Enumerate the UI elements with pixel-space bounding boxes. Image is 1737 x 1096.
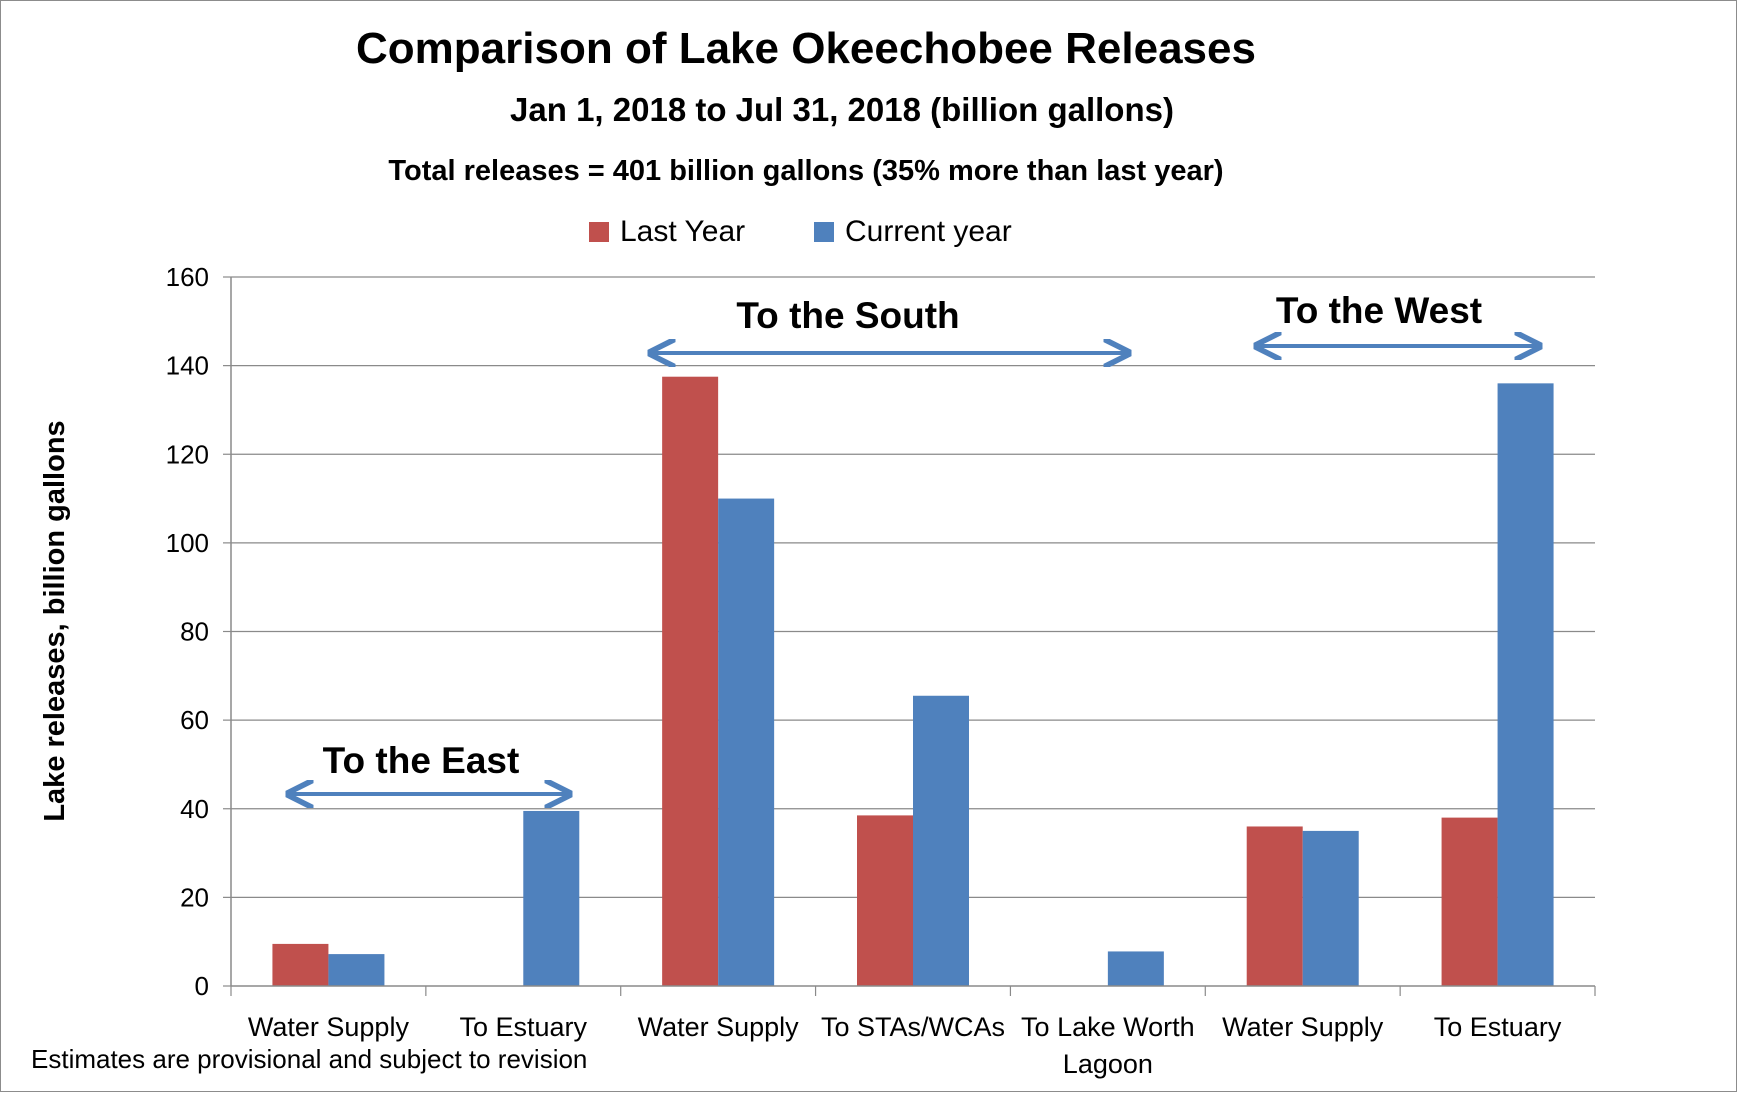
x-tick-label: Water Supply	[1222, 1012, 1384, 1042]
legend-swatch-current-year	[814, 222, 834, 242]
y-tick-label: 160	[166, 262, 209, 292]
legend: Last Year Current year	[589, 215, 1012, 248]
group-label: To the East	[323, 740, 520, 781]
legend-label-current-year: Current year	[845, 215, 1012, 248]
chart-title: Comparison of Lake Okeechobee Releases	[356, 24, 1256, 73]
bar-current-year	[1497, 383, 1554, 987]
y-tick-label: 0	[195, 971, 209, 1001]
legend-swatch-last-year	[589, 222, 609, 242]
y-tick-labels: 0 20 40 60 80 100 120 140 160	[166, 262, 209, 1001]
y-tick-label: 120	[166, 439, 209, 469]
chart-subtitle-2: Total releases = 401 billion gallons (35…	[388, 155, 1223, 187]
chart-subtitle: Jan 1, 2018 to Jul 31, 2018 (billion gal…	[510, 91, 1174, 128]
y-tick-label: 60	[180, 705, 209, 735]
x-tick-label: Lagoon	[1063, 1049, 1153, 1079]
bar-current-year	[718, 498, 775, 986]
x-tick-label: To Lake Worth	[1021, 1012, 1195, 1042]
group-annotations: To the East To the South To the West	[291, 290, 1537, 794]
footnote: Estimates are provisional and subject to…	[31, 1044, 587, 1074]
bar-last-year	[857, 815, 913, 986]
legend-label-last-year: Last Year	[620, 215, 745, 248]
group-label: To the West	[1276, 290, 1482, 331]
bar-current-year	[1107, 951, 1164, 986]
y-tick-label: 20	[180, 882, 209, 912]
bar-last-year	[272, 943, 329, 986]
bar-current-year	[523, 810, 580, 986]
bar-last-year	[662, 376, 719, 986]
bar-current-year	[1302, 830, 1359, 986]
axes	[230, 277, 1596, 996]
y-tick-label: 140	[166, 351, 209, 381]
group-label: To the South	[736, 295, 959, 336]
bars	[272, 376, 1554, 987]
x-tick-label: To Estuary	[1434, 1012, 1562, 1042]
x-tick-label: Water Supply	[248, 1012, 410, 1042]
x-tick-labels: Water Supply To Estuary Water Supply To STA…	[248, 1012, 1562, 1079]
y-tick-label: 80	[180, 617, 209, 647]
y-tick-label: 100	[166, 528, 209, 558]
x-tick-label: To STAs/WCAs	[821, 1012, 1005, 1042]
bar-current-year	[328, 954, 385, 986]
bar-last-year	[1246, 826, 1303, 986]
y-tick-label: 40	[180, 794, 209, 824]
bar-last-year	[1441, 817, 1498, 986]
bar-current-year	[913, 695, 969, 986]
y-axis-label: Lake releases, billion gallons	[39, 420, 71, 821]
x-tick-label: To Estuary	[460, 1012, 588, 1042]
x-tick-label: Water Supply	[638, 1012, 800, 1042]
